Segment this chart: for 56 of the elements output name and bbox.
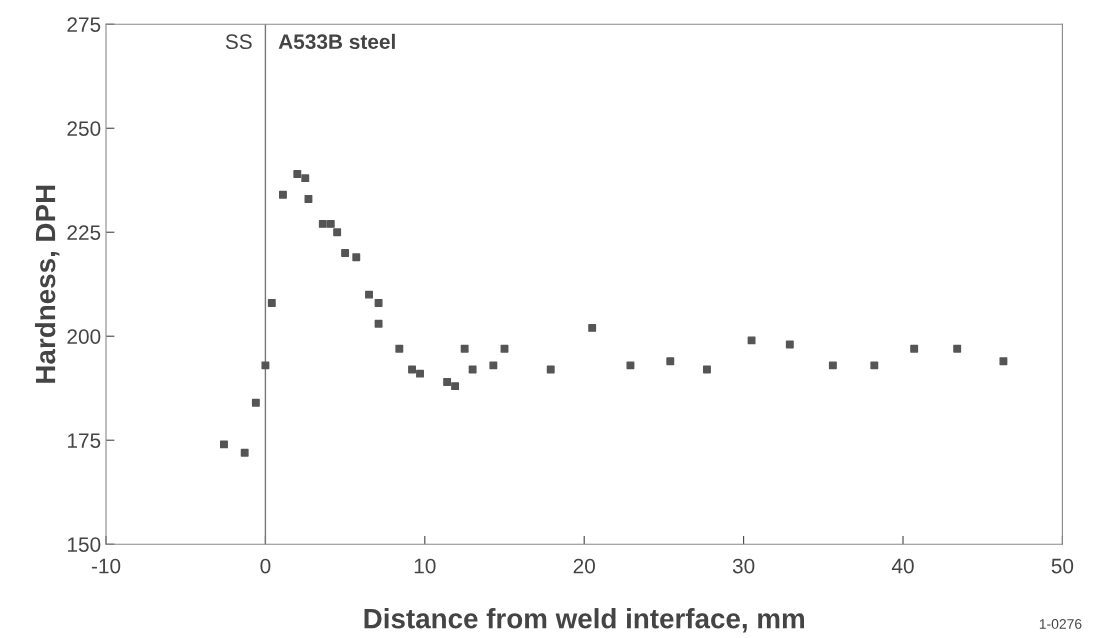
x-tick-label: -10 [91,558,121,574]
point [333,228,342,237]
point [785,340,794,349]
point [341,249,350,257]
point [953,344,962,353]
x-tick-label: 20 [573,558,595,574]
point [747,336,756,345]
point [870,361,879,370]
point [666,357,675,366]
point [500,344,509,353]
y-tick-label: 150 [67,537,101,552]
point [546,365,555,374]
point [240,448,249,457]
y-tick-label: 175 [67,433,101,448]
y-axis-title: Hardness, DPH [34,185,60,383]
x-tick-label: 10 [414,558,436,574]
point [460,344,469,353]
point [352,253,361,262]
y-tick-label: 275 [67,17,101,32]
point [293,170,302,178]
y-tick-label: 225 [67,225,101,240]
point [326,219,335,228]
x-axis-title: Distance from weld interface, mm [364,608,805,633]
point [468,365,477,374]
annotation: SS [225,34,252,50]
y-tick-label: 200 [67,329,101,344]
x-tick-label: 50 [1051,558,1074,574]
point [999,357,1008,366]
x-tick-label: 30 [732,558,755,574]
annotation: A533B steel [278,33,395,50]
point [443,378,452,386]
x-tick-label: 40 [891,558,914,574]
point [408,365,417,374]
point [301,174,310,183]
point [451,382,460,391]
point [489,361,498,370]
point [261,361,270,370]
point [374,319,383,328]
point [365,290,373,299]
point [416,369,424,378]
x-tick-label: 0 [260,558,271,574]
point [251,398,260,407]
y-tick-label: 250 [67,121,101,136]
point [220,440,228,449]
point [374,298,383,307]
point [828,361,837,370]
text: 1-0276 [1039,619,1082,629]
point [702,365,711,374]
point [304,195,313,203]
point [910,344,919,353]
point [267,298,276,307]
point [278,190,287,199]
point [588,323,597,332]
point [626,361,635,370]
point [395,344,404,353]
point [318,219,327,228]
